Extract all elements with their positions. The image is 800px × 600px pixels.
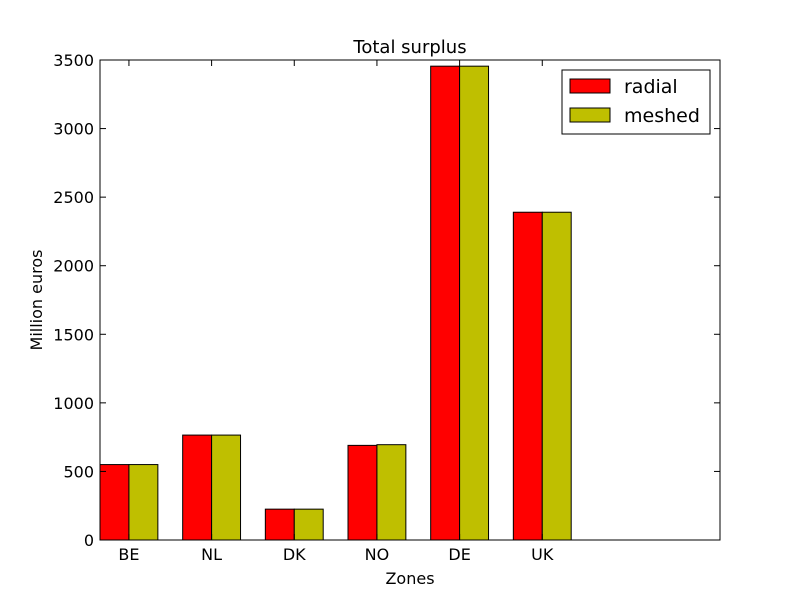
legend-swatch-meshed <box>569 107 611 123</box>
bar-radial-be <box>99 464 130 541</box>
plot-frame <box>99 59 721 541</box>
bar-radial-nl <box>182 434 213 541</box>
y-tick-label: 3500 <box>53 51 94 70</box>
x-tick-label: UK <box>531 545 554 564</box>
y-tick-label: 500 <box>63 462 94 481</box>
bar-meshed-uk <box>541 211 572 541</box>
bar-meshed-no <box>376 444 407 541</box>
bar-meshed-be <box>128 464 159 541</box>
chart-title: Total surplus <box>352 37 466 58</box>
bar-meshed-nl <box>211 434 242 541</box>
x-tick-label: DE <box>448 545 470 564</box>
y-tick-label: 1500 <box>53 325 94 344</box>
bar-meshed-de <box>459 65 490 541</box>
y-axis: 0 500 1000 1500 2000 2500 3000 3500 <box>53 51 720 550</box>
x-axis: BE NL DK NO DE UK <box>118 60 554 564</box>
bar-meshed-dk <box>293 508 324 541</box>
legend: radial meshed <box>561 69 711 135</box>
y-tick-label: 2000 <box>53 257 94 276</box>
bar-radial-dk <box>264 508 295 541</box>
x-tick-label: NL <box>201 545 222 564</box>
bar-radial-uk <box>512 211 543 541</box>
legend-label-meshed: meshed <box>624 105 700 127</box>
x-tick-label: NO <box>365 545 390 564</box>
legend-swatch-radial <box>569 78 611 94</box>
x-axis-label: Zones <box>385 569 434 588</box>
y-tick-label: 3000 <box>53 120 94 139</box>
legend-label-radial: radial <box>624 76 678 98</box>
x-tick-label: BE <box>118 545 139 564</box>
y-axis-label: Million euros <box>27 250 46 351</box>
bar-radial-de <box>430 65 461 541</box>
x-tick-label: DK <box>283 545 306 564</box>
y-tick-label: 0 <box>84 531 94 550</box>
bar-radial-no <box>347 444 378 541</box>
y-tick-label: 2500 <box>53 188 94 207</box>
bars-group <box>99 65 572 541</box>
y-tick-label: 1000 <box>53 394 94 413</box>
